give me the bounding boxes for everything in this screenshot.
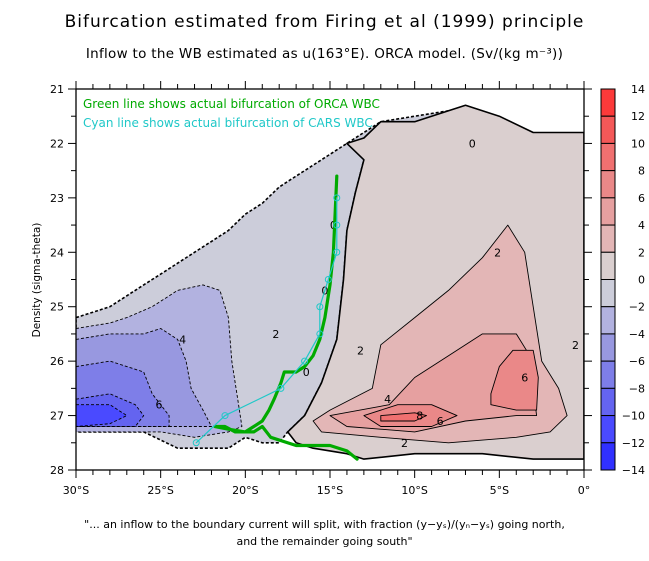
colorbar-tick-label: 8 [638,165,645,178]
contour-label: 8 [416,410,423,423]
contour-label: 0 [469,137,476,150]
contour-label: 6 [155,399,162,412]
colorbar-tick-label: 14 [631,83,645,96]
colorbar-swatch [600,251,616,281]
colorbar-swatch [600,170,616,199]
contour-region-neg-12-band [76,404,128,427]
y-tick-label: 28 [50,464,64,477]
caption-line-1: "... an inflow to the boundary current w… [84,518,565,531]
colorbar-swatch [600,415,616,444]
x-tick-label: 15°S [317,484,343,497]
contour-label: 0 [303,366,310,379]
colorbar-tick-label: −10 [622,410,645,423]
colorbar-tick-label: −4 [629,328,645,341]
colorbar-swatch [600,197,616,226]
series-line-cars [195,197,338,444]
colorbar-swatch [600,224,616,253]
series-marker-cars [277,384,285,392]
colorbar-tick-label: −12 [622,437,645,450]
colorbar-swatch [600,279,616,308]
y-tick-label: 27 [50,410,64,423]
colorbar-swatch [600,142,616,172]
contour-label: 4 [179,333,186,346]
series-line-orca [213,174,359,461]
axes: 30°S 25°S 20°S 15°S 10°S 5°S 0°212223242526272… [50,81,592,497]
series-marker-cars [221,412,229,420]
contour-label: 2 [357,344,364,357]
x-tick-label: 25°S [147,484,173,497]
colorbar-tick-label: −2 [629,301,645,314]
series-marker-cars [316,303,324,311]
contour-label: 2 [401,437,408,450]
x-tick-label: 20°S [232,484,258,497]
legend-entry-cyan: Cyan line shows actual bifurcation of CA… [83,116,373,130]
y-tick-label: 26 [50,355,64,368]
colorbar-tick-label: 12 [631,110,645,123]
y-axis-label: Density (sigma-theta) [31,223,43,338]
legend-entry-green: Green line shows actual bifurcation of O… [83,97,380,111]
contour-label: 2 [494,246,501,259]
colorbar-swatch [600,306,616,335]
x-tick-label: 0° [578,484,591,497]
series-marker-cars [333,194,341,202]
contour-label: 4 [384,393,391,406]
y-tick-label: 25 [50,301,64,314]
contour-label: 2 [272,328,279,341]
colorbar-tick-label: 2 [638,246,645,259]
contour-label: 6 [437,415,444,428]
series-marker-cars [324,276,332,283]
y-tick-label: 24 [50,246,64,259]
series-marker-cars [316,330,324,338]
colorbar-swatch [600,333,616,362]
y-tick-label: 23 [50,192,64,205]
colorbar-tick-label: 10 [631,137,645,150]
colorbar-swatch [600,442,616,471]
series-marker-cars [192,439,200,447]
contour-label: 2 [572,339,579,352]
caption-line-2: and the remainder going south" [236,535,413,548]
contour-label: 6 [521,371,528,384]
series-marker-cars [301,357,309,365]
colorbar-tick-label: 0 [638,274,645,287]
colorbar-tick-label: 4 [638,219,645,232]
series-marker-cars [333,248,341,256]
colorbar-tick-label: −8 [629,382,645,395]
chart-subtitle: Inflow to the WB estimated as u(163°E). … [85,46,564,62]
colorbar-tick-label: 6 [638,192,645,205]
y-tick-label: 22 [50,137,64,150]
x-tick-label: 10°S [401,484,427,497]
y-tick-label: 21 [50,83,64,96]
colorbar-tick-label: −14 [622,464,645,477]
x-tick-label: 5°S [490,484,509,497]
contour-region-pos-8-band [380,412,427,422]
chart-title: Bifurcation estimated from Firing et al … [64,12,585,32]
x-tick-label: 30°S [63,484,89,497]
colorbar-swatch [600,387,616,417]
contour-region-pos-6-band [490,349,539,411]
series-marker-cars [333,221,341,229]
colorbar-swatch [600,88,616,117]
colorbar-tick-label: −6 [629,355,645,368]
colorbar-swatch [600,115,616,144]
contour-fill-layer [76,104,584,460]
colorbar-swatch [600,360,616,389]
legend: Green line shows actual bifurcation of O… [83,97,380,130]
colorbar: −14 −12 −10 −8 −6 −4 −2 0 2 4 6 8 10 12 14 [600,83,645,477]
series-layer [192,174,359,461]
